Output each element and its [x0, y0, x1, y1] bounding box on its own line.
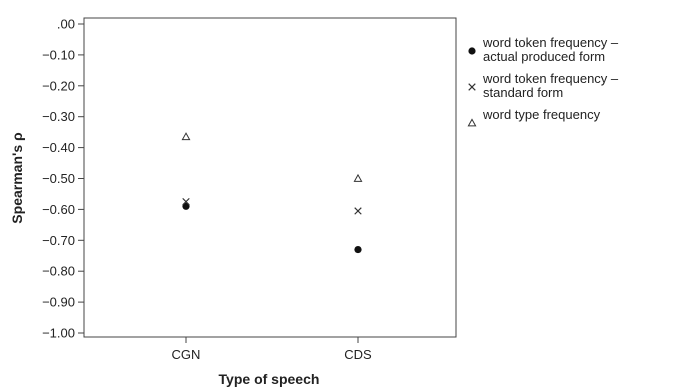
point-dot-cgn	[182, 202, 190, 210]
legend-item: word token frequency –actual produced fo…	[468, 35, 619, 64]
legend-cross-icon	[468, 83, 476, 91]
y-tick-label: −1.00	[42, 326, 75, 341]
legend-label: word type frequency	[482, 107, 601, 122]
point-cross-cgn	[182, 197, 190, 206]
legend-label: actual produced form	[483, 49, 605, 64]
x-tick-label: CGN	[172, 347, 201, 362]
y-tick-label: .00	[57, 17, 75, 32]
plot-frame	[83, 17, 457, 338]
y-tick-label: −0.20	[42, 78, 75, 93]
legend-dot-icon	[468, 47, 476, 55]
legend-item: word token frequency –standard form	[468, 71, 619, 100]
y-axis-title: Spearman's ρ	[9, 132, 25, 224]
y-tick-label: −0.60	[42, 202, 75, 217]
x-axis-title: Type of speech	[219, 371, 320, 387]
point-cross-cds	[354, 207, 362, 215]
y-tick-label: −0.10	[42, 47, 75, 62]
y-tick-label: −0.70	[42, 233, 75, 248]
point-triangle-cgn	[181, 132, 191, 141]
legend-item: word type frequency	[467, 107, 601, 127]
legend: word token frequency –actual produced fo…	[467, 35, 619, 127]
point-dot-cds	[354, 245, 362, 254]
y-tick-label: −0.40	[42, 140, 75, 155]
y-tick-label: −0.80	[42, 264, 75, 279]
data-points	[181, 132, 363, 254]
y-tick-label: −0.30	[42, 109, 75, 124]
plot-area	[83, 17, 457, 338]
point-triangle-cds	[353, 173, 363, 182]
y-axis: .00 −0.10 −0.20 −0.30 −0.40 −0.50 −0.60 −0.70 −0…	[42, 17, 84, 341]
legend-triangle-icon	[467, 118, 477, 127]
legend-label: standard form	[483, 85, 563, 100]
legend-label: word token frequency –	[482, 71, 619, 86]
y-tick-label: −0.90	[42, 295, 75, 310]
x-axis: CGN CDS	[172, 337, 372, 362]
x-tick-label: CDS	[344, 347, 372, 362]
y-tick-label: −0.50	[42, 171, 75, 186]
legend-label: word token frequency –	[482, 35, 619, 50]
